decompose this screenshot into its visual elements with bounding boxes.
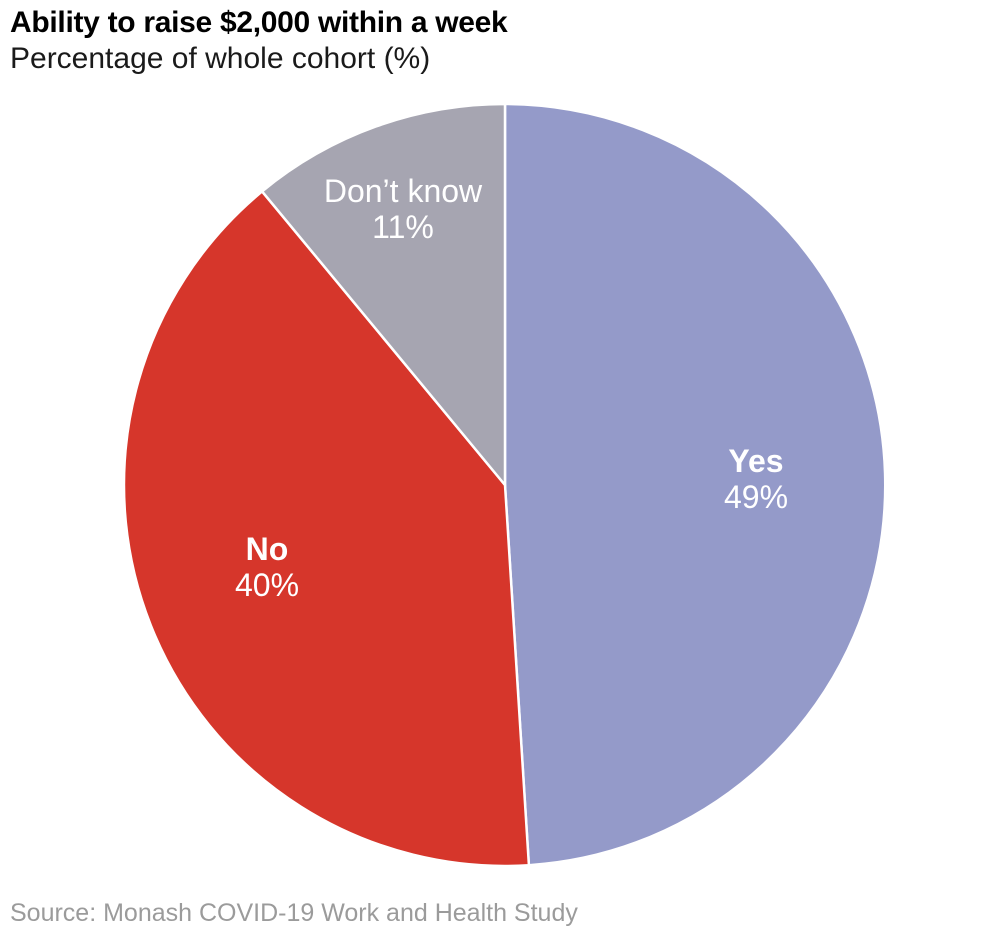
pie-label-don-t-know: Don’t know 11% xyxy=(324,173,483,245)
pie-label-no: No 40% xyxy=(235,531,299,603)
chart-title: Ability to raise $2,000 within a week xyxy=(10,6,508,39)
chart-subtitle: Percentage of whole cohort (%) xyxy=(10,42,431,75)
pie-slice-no[interactable] xyxy=(122,190,531,868)
pie-slice-don-t-know[interactable] xyxy=(260,102,507,487)
source-note: Source: Monash COVID-19 Work and Health … xyxy=(10,899,578,927)
pie-label-yes: Yes 49% xyxy=(724,443,788,515)
pie-slice-yes[interactable] xyxy=(503,102,887,867)
